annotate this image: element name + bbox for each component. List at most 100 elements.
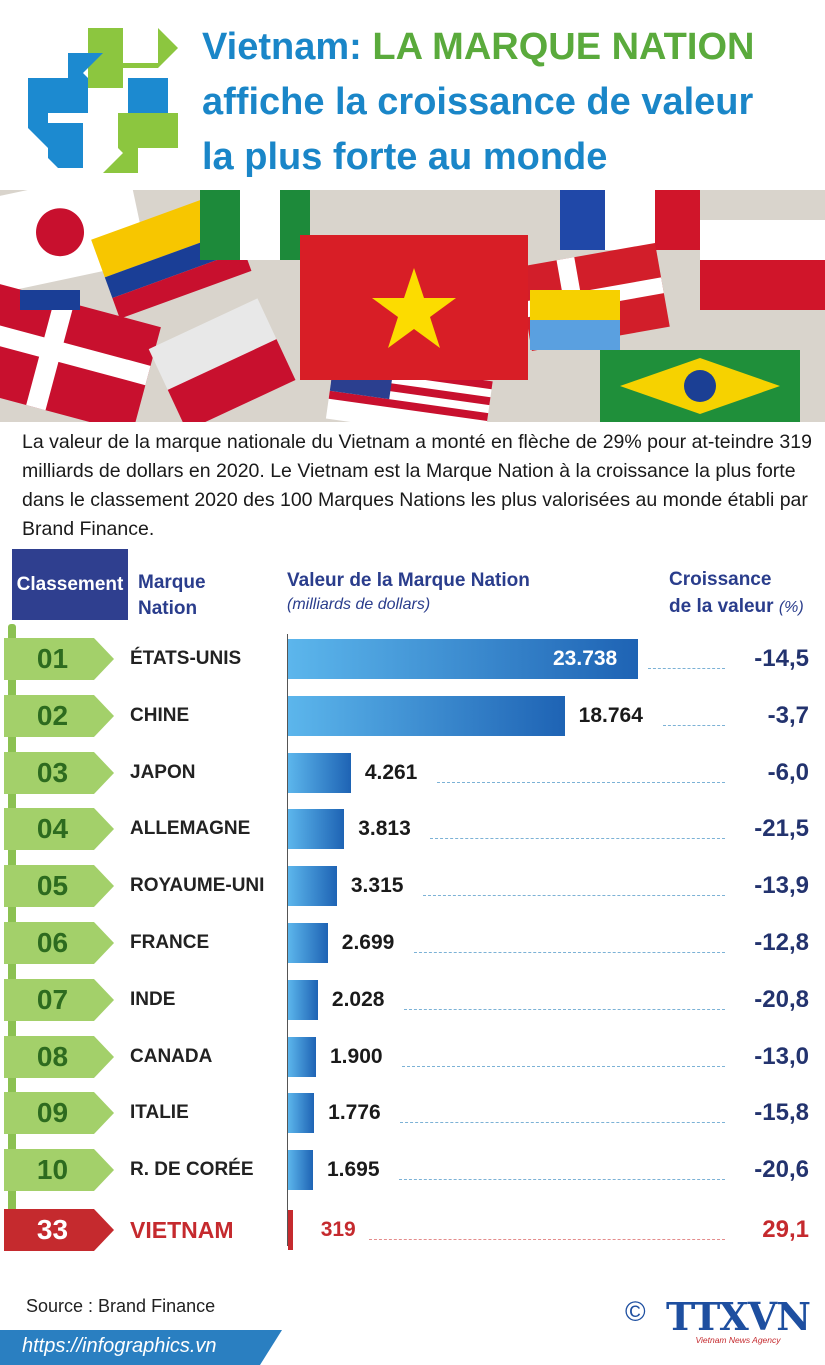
country-label: R. DE CORÉE <box>130 1159 254 1181</box>
rank-badge <box>4 808 114 851</box>
rank-strip-decoration <box>8 624 16 1214</box>
leader-line <box>368 1239 725 1240</box>
country-label: CHINE <box>130 704 190 726</box>
url-banner <box>0 1330 282 1365</box>
rank-badge <box>4 865 114 908</box>
growth-value: -6,0 <box>767 758 809 786</box>
rank-badge <box>4 978 114 1021</box>
value-column-header: Valeur de la Marque Nation <box>287 570 530 591</box>
country-label: FRANCE <box>130 932 210 953</box>
value-label: 2.699 <box>341 931 395 954</box>
rank-number: 05 <box>36 870 69 902</box>
growth-header-line1: Croissance <box>669 569 772 590</box>
leader-line <box>662 724 725 726</box>
value-label: 1.695 <box>326 1158 380 1182</box>
country-label: INDE <box>130 988 176 1010</box>
intro-paragraph: La valeur de la marque nationale du Viet… <box>22 431 812 540</box>
rank-badge <box>4 638 114 680</box>
growth-value: -3,7 <box>767 701 809 729</box>
value-bar <box>288 866 337 907</box>
leader-line <box>436 781 725 783</box>
value-label: 1.776 <box>328 1101 381 1125</box>
value-label: 319 <box>320 1218 356 1241</box>
nation-header-line1: Marque <box>138 572 206 593</box>
leader-line <box>402 1065 725 1067</box>
header: Vietnam: LA MARQUE NATION affiche la cro… <box>0 0 825 190</box>
agency-logo: TTXVN <box>666 1294 811 1339</box>
country-label: JAPON <box>130 761 196 783</box>
growth-value: -20,6 <box>754 1156 809 1184</box>
source-note: Source : Brand Finance <box>26 1296 216 1316</box>
country-label: VIETNAM <box>130 1217 234 1243</box>
leader-line <box>430 838 725 840</box>
growth-header-line2: de la valeur <box>669 596 774 617</box>
rank-badge <box>4 694 114 737</box>
value-bar <box>288 923 328 963</box>
growth-value: -20,8 <box>754 985 809 1013</box>
value-bar <box>288 1036 316 1077</box>
rank-badge <box>4 1149 114 1192</box>
rank-badge <box>4 1092 114 1135</box>
growth-value: -13,0 <box>754 1042 809 1070</box>
nation-brand-logo-icon <box>28 28 178 173</box>
page-title: Vietnam: LA MARQUE NATION affiche la cro… <box>202 26 755 178</box>
agency-subtitle: Vietnam News Agency <box>695 1335 781 1345</box>
rank-number: 04 <box>36 813 69 845</box>
rank-badge <box>4 1209 114 1251</box>
value-bar <box>288 752 351 793</box>
value-label: 3.315 <box>350 874 404 898</box>
value-label: 23.738 <box>553 647 618 670</box>
growth-value: -12,8 <box>754 929 809 956</box>
value-label: 4.261 <box>364 760 418 784</box>
rank-number: 33 <box>36 1214 69 1245</box>
rank-number: 03 <box>36 756 69 788</box>
growth-value: -14,5 <box>754 645 809 672</box>
nation-column-header: Marque Nation <box>138 570 206 622</box>
value-bar <box>288 979 318 1020</box>
website-link[interactable]: https://infographics.vn <box>22 1335 217 1357</box>
rank-number: 01 <box>36 643 69 674</box>
rank-badge <box>4 922 114 964</box>
country-label: ITALIE <box>130 1102 189 1124</box>
growth-value: 29,1 <box>762 1216 809 1243</box>
value-bar <box>288 695 565 736</box>
leader-line <box>422 895 725 897</box>
country-label: ALLEMAGNE <box>130 818 251 840</box>
copyright-icon: © <box>625 1296 646 1327</box>
growth-unit-label: (%) <box>778 599 804 616</box>
rank-number: 02 <box>36 699 69 731</box>
rank-badge <box>4 751 114 794</box>
country-label: CANADA <box>130 1045 213 1067</box>
leader-line <box>400 1122 725 1124</box>
value-bar <box>288 1210 293 1250</box>
growth-value: -21,5 <box>754 815 809 843</box>
leader-line <box>413 952 725 953</box>
leader-line <box>648 668 725 669</box>
value-label: 18.764 <box>578 703 643 727</box>
value-unit-label: (milliards de dollars) <box>287 596 431 613</box>
growth-value: -13,9 <box>754 872 809 900</box>
leader-line <box>398 1179 725 1181</box>
chart-axis-line <box>287 634 288 1246</box>
value-bar <box>288 809 345 850</box>
rank-number: 08 <box>36 1040 69 1072</box>
value-label: 1.900 <box>330 1044 383 1068</box>
rank-badge <box>4 1035 114 1078</box>
value-label: 3.813 <box>358 817 411 841</box>
rank-number: 10 <box>36 1154 69 1186</box>
growth-column-header: Croissance de la valeur (%) <box>669 566 804 621</box>
country-label: ROYAUME-UNI <box>130 875 265 897</box>
value-label: 2.028 <box>331 987 385 1011</box>
value-bar <box>288 1093 315 1134</box>
value-bar <box>288 1150 313 1191</box>
rank-column-header: Classement <box>12 549 128 620</box>
value-bar <box>288 639 638 679</box>
country-label: ÉTATS-UNIS <box>130 648 242 669</box>
leader-line <box>403 1008 725 1010</box>
rank-number: 06 <box>36 927 69 958</box>
growth-value: -15,8 <box>754 1099 809 1127</box>
flags-banner-illustration <box>0 190 825 422</box>
rank-number: 07 <box>36 983 69 1015</box>
nation-header-line2: Nation <box>138 598 198 619</box>
